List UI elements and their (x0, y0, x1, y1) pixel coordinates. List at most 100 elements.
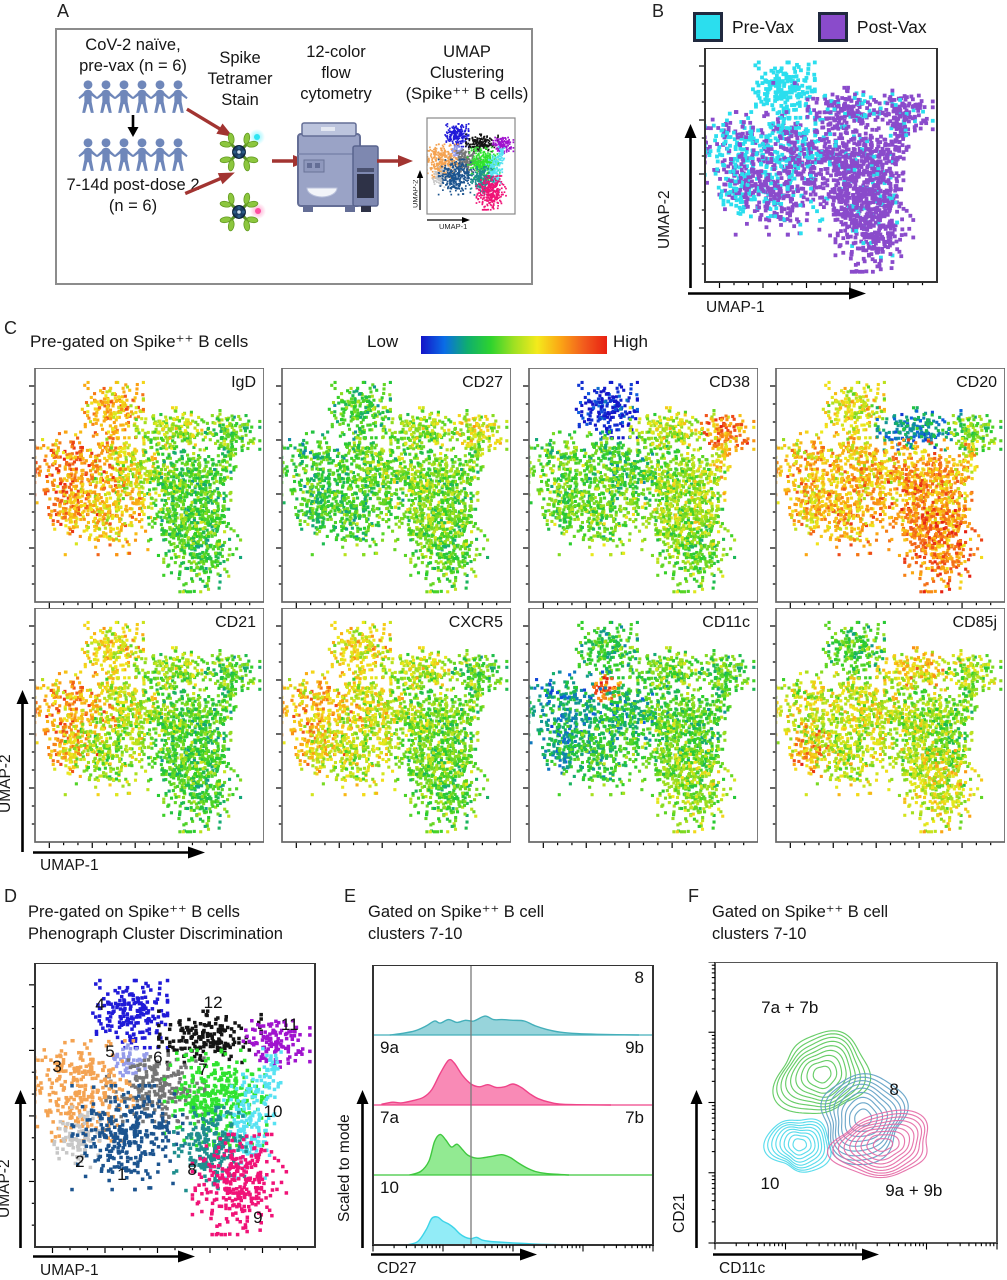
cluster-label-2: 2 (75, 1151, 85, 1171)
panel-c-label: C (4, 318, 17, 338)
tetramer-pink-icon (210, 183, 268, 246)
panel-c-title: Pre-gated on Spike⁺⁺ B cells (30, 332, 249, 351)
marker-title-cd20: CD20 (956, 374, 997, 391)
cohort-postvax-line2: (n = 6) (108, 197, 158, 216)
step-tetramer-line1: Spike (219, 49, 261, 67)
scale-high-label: High (613, 332, 648, 351)
umap1-axis-label-c: UMAP-1 (40, 857, 99, 874)
umap-igd-canvas (27, 368, 264, 610)
cohort-postvax-text: 7-14d post-dose 2 (n = 6) (59, 175, 207, 217)
person-icon (114, 138, 134, 172)
step-flow-line3: cytometry (300, 85, 372, 104)
step-tetramer-line2: Tetramer (207, 70, 273, 89)
person-icon (132, 80, 152, 114)
marker-title-cd85j: CD85j (952, 614, 997, 631)
cluster-label-8: 8 (187, 1160, 197, 1180)
umap1-axis-label-d: UMAP-1 (40, 1262, 99, 1279)
panel-b-legend: Pre-Vax Post-Vax (693, 12, 951, 42)
cd21-axis-label-f: CD21 (671, 1193, 688, 1233)
panel-e-title-line2: clusters 7-10 (368, 925, 463, 943)
umap-cxcr5-canvas (274, 608, 511, 850)
step-tetramer-heading: Spike Tetramer Stain (203, 48, 277, 111)
cluster-label-5: 5 (105, 1041, 115, 1061)
expression-colorbar (421, 336, 607, 354)
umap2-axis-arrow-c (16, 690, 29, 852)
marker-title-cxcr5: CXCR5 (448, 614, 503, 631)
person-icon (168, 80, 188, 114)
marker-title-cd21: CD21 (215, 614, 256, 631)
umap-cd11c-canvas (521, 608, 758, 850)
cluster-label-6: 6 (153, 1047, 163, 1067)
umap-cd27-canvas (274, 368, 511, 610)
flow-cytometer-icon (297, 122, 379, 212)
person-icon (150, 80, 170, 114)
step-umap-line3: (Spike⁺⁺ B cells) (405, 85, 529, 104)
contour-label-8: 8 (889, 1079, 899, 1099)
marker-title-igd: IgD (231, 374, 256, 391)
contour-label-7a+7b: 7a + 7b (761, 998, 819, 1018)
cluster-label-9: 9 (253, 1208, 263, 1228)
people-row-prevax (59, 80, 207, 114)
cluster-label-12: 12 (203, 993, 223, 1013)
step-umap-line2: Clustering (429, 64, 505, 83)
umap2-axis-arrow-d (14, 1090, 27, 1248)
umap-cd20-canvas (768, 368, 1005, 610)
umap1-axis-arrow-d (33, 1250, 195, 1263)
postvax-swatch (817, 12, 848, 42)
phenograph-umap-canvas (27, 963, 323, 1255)
umap2-axis-label-b: UMAP-2 (656, 190, 673, 250)
panel-b-label: B (652, 1, 665, 21)
cd11c-axis-label-f: CD11c (719, 1260, 766, 1277)
cluster-labels-layer: 4 12 11 5 6 3 7 10 2 1 8 9 (35, 963, 315, 1247)
umap1-axis-label-b: UMAP-1 (706, 299, 765, 316)
umap2-axis-label-c: UMAP-2 (0, 754, 14, 814)
hist-label-7b: 7b (625, 1108, 644, 1127)
cluster-label-4: 4 (95, 995, 105, 1015)
cluster-label-10: 10 (263, 1102, 283, 1122)
panel-b-umap-canvas (697, 48, 945, 290)
umap1-axis-arrow-c (33, 846, 205, 859)
legend-item-postvax: Post-Vax (817, 12, 927, 42)
arrow-cytometer-to-umap-icon (377, 155, 413, 167)
down-arrow-icon (127, 115, 139, 138)
hist-label-7a: 7a (380, 1108, 399, 1127)
marker-title-cd11c: CD11c (702, 614, 750, 631)
contour-labels-layer: 7a + 7b 8 10 9a + 9b (715, 962, 997, 1243)
step-umap-line1: UMAP (443, 43, 491, 61)
step-tetramer-line3: Stain (221, 91, 259, 110)
people-row-postvax (59, 138, 207, 172)
person-icon (78, 138, 98, 172)
person-icon (132, 138, 152, 172)
scale-low-label: Low (367, 332, 399, 351)
person-icon (114, 80, 134, 114)
person-icon (78, 80, 98, 114)
step-flow-heading: 12-color flow cytometry (293, 42, 379, 105)
cd21-axis-arrow-f (690, 1090, 703, 1248)
contour-label-10: 10 (760, 1173, 780, 1193)
histogram-labels-layer: 8 9a 9b 7a 7b 10 (373, 965, 653, 1245)
legend-item-prevax: Pre-Vax (693, 12, 794, 42)
cd27-axis-label-e: CD27 (377, 1260, 417, 1277)
panel-e-title-line1: Gated on Spike⁺⁺ B cell (368, 903, 545, 921)
cluster-label-11: 11 (280, 1014, 299, 1034)
contour-label-9a+9b: 9a + 9b (885, 1181, 943, 1200)
tetramer-cyan-icon (210, 123, 268, 186)
cd27-axis-arrow-e (371, 1248, 537, 1261)
cluster-label-7: 7 (198, 1060, 208, 1080)
cd21-cd11c-contour-canvas (707, 962, 1005, 1251)
cohort-prevax-line1: CoV-2 naïve, (85, 36, 181, 54)
cohort-postvax-line1: 7-14d post-dose 2 (66, 176, 200, 195)
hist-label-9b: 9b (625, 1038, 644, 1057)
arrow-postvax-to-tetramer-icon (184, 172, 235, 196)
panel-d-title-line1: Pre-gated on Spike⁺⁺ B cells (28, 903, 240, 921)
person-icon (150, 138, 170, 172)
panel-f-label: F (688, 886, 699, 906)
cluster-label-1: 1 (117, 1165, 127, 1185)
person-icon (168, 138, 188, 172)
cd11c-axis-arrow-f (713, 1248, 879, 1261)
mode-axis-label-e: Scaled to mode (336, 1114, 353, 1222)
umap1-axis-arrow-b (688, 287, 866, 300)
step-umap-heading: UMAP Clustering (Spike⁺⁺ B cells) (405, 42, 529, 105)
panel-e-label: E (344, 886, 357, 906)
cluster-label-3: 3 (52, 1056, 62, 1076)
